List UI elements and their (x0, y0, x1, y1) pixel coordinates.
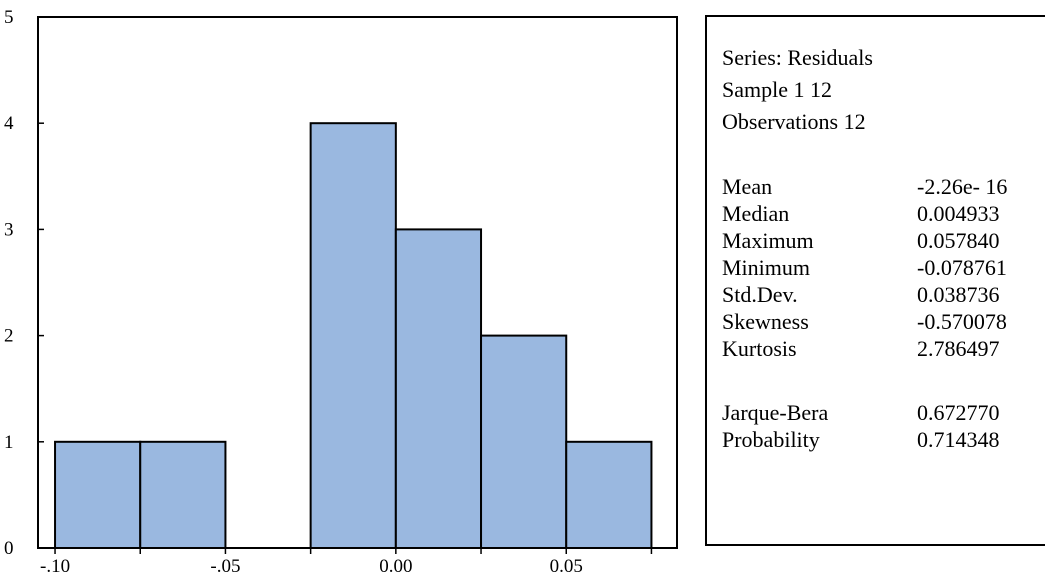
stat-label-jarque-bera: Jarque-Bera (722, 400, 829, 425)
histogram-bar-5 (480, 334, 568, 549)
x-tick-label: 0.05 (550, 556, 583, 577)
histogram-bar-1 (139, 440, 227, 549)
histogram-bar-6 (565, 440, 653, 549)
histogram-bar-0 (54, 440, 142, 549)
plot-frame (37, 16, 678, 549)
histogram-bar-4 (394, 228, 483, 549)
x-tick-label: -.10 (40, 556, 70, 577)
y-tick-label: 0 (4, 538, 14, 559)
y-tick-label: 5 (4, 7, 14, 28)
histogram-bar-3 (309, 122, 397, 549)
stat-label-median: Median (722, 201, 790, 226)
series-name: Series: Residuals (722, 45, 873, 70)
y-tick-label: 2 (4, 326, 14, 347)
stat-label-minimum: Minimum (722, 255, 811, 280)
x-tick-label: -.05 (210, 556, 240, 577)
stat-value-minimum: -0.078761 (917, 255, 1007, 280)
y-tick-label: 4 (4, 113, 14, 134)
stat-value-jarque-bera: 0.672770 (917, 400, 1000, 425)
stat-label-std-dev: Std.Dev. (722, 282, 798, 307)
stat-label-probability: Probability (722, 427, 820, 452)
histogram-bars (54, 122, 653, 549)
stat-label-mean: Mean (722, 174, 773, 199)
sample-range: Sample 1 12 (722, 77, 832, 102)
stat-value-skewness: -0.570078 (917, 309, 1007, 334)
stat-label-maximum: Maximum (722, 228, 814, 253)
residuals-histogram: 0 1 2 3 4 5 -.10 -.05 0.00 0.05 (4, 7, 678, 577)
stat-value-probability: 0.714348 (917, 427, 1000, 452)
y-axis-ticks: 0 1 2 3 4 5 (4, 7, 44, 559)
y-tick-label: 1 (4, 432, 14, 453)
x-tick-label: 0.00 (379, 556, 412, 577)
observations-count: Observations 12 (722, 109, 866, 134)
stat-value-kurtosis: 2.786497 (917, 336, 1000, 361)
descriptive-statistics-panel: Series: Residuals Sample 1 12 Observatio… (705, 15, 1045, 546)
stat-label-skewness: Skewness (722, 309, 809, 334)
stat-value-std-dev: 0.038736 (917, 282, 1000, 307)
stat-value-median: 0.004933 (917, 201, 1000, 226)
x-axis-ticks: -.10 -.05 0.00 0.05 (40, 548, 653, 577)
stat-value-maximum: 0.057840 (917, 228, 1000, 253)
stat-value-mean: -2.26e- 16 (917, 174, 1008, 199)
y-tick-label: 3 (4, 219, 14, 240)
stat-label-kurtosis: Kurtosis (722, 336, 797, 361)
